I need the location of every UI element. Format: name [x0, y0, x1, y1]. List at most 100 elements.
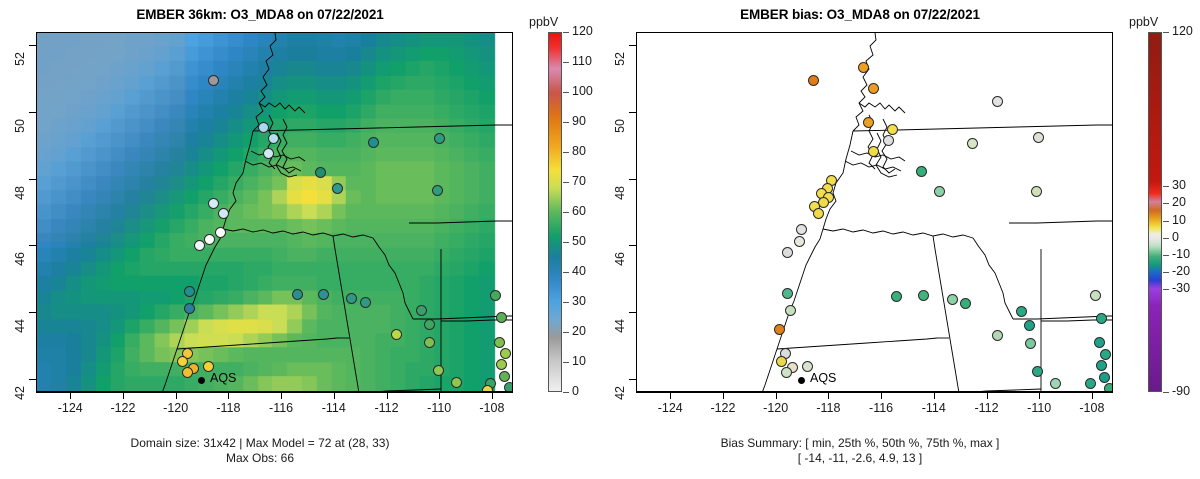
- x-tick-label: -116: [869, 401, 894, 415]
- caption-bias-line2: [ -14, -11, -2.6, 4.9, 13 ]: [797, 451, 923, 465]
- aqs-legend-label-bias: AQS: [810, 371, 837, 385]
- border-path: [409, 220, 512, 224]
- observation-marker: [423, 318, 435, 330]
- colorbar-tick: [1163, 392, 1169, 393]
- observation-marker: [812, 207, 824, 219]
- x-tick-label: -122: [110, 401, 136, 415]
- observation-marker: [1049, 377, 1061, 389]
- observation-marker: [773, 323, 785, 335]
- x-tick-label: -120: [763, 401, 789, 415]
- observation-marker: [499, 347, 511, 359]
- y-tick-label: 46: [613, 252, 627, 267]
- colorbar-tick: [1163, 237, 1169, 239]
- observation-marker: [886, 123, 898, 135]
- y-tick: [29, 312, 36, 313]
- border-path: [881, 118, 896, 174]
- observation-marker: [359, 296, 371, 308]
- border-path: [850, 150, 906, 162]
- observation-marker: [1098, 371, 1110, 383]
- observation-marker: [367, 136, 379, 148]
- observation-marker: [991, 329, 1003, 341]
- x-tick-label: -120: [163, 401, 189, 415]
- observation-marker: [314, 166, 326, 178]
- observation-marker: [495, 358, 507, 370]
- border-path: [332, 235, 352, 346]
- border-path: [222, 228, 374, 239]
- observation-marker: [202, 360, 214, 372]
- x-tick: [881, 392, 883, 399]
- y-tick-label: 48: [613, 185, 627, 200]
- border-path: [176, 337, 338, 350]
- x-tick-label: -124: [57, 401, 83, 415]
- observation-marker: [193, 239, 205, 251]
- observation-marker: [423, 336, 435, 348]
- map-plot-bias: AQS: [636, 32, 1113, 392]
- observation-marker: [262, 147, 274, 159]
- y-tick: [629, 178, 636, 180]
- observation-marker: [493, 336, 505, 348]
- x-tick: [175, 392, 177, 399]
- observation-marker: [181, 366, 193, 378]
- observation-marker: [781, 287, 793, 299]
- colorbar-tick-label: 10: [1172, 212, 1186, 227]
- observation-marker: [257, 121, 269, 133]
- colorbar-tick-label: 30: [572, 294, 586, 308]
- x-tick: [722, 392, 724, 399]
- colorbar-tick-label: 40: [572, 264, 586, 278]
- colorbar-tick: [563, 332, 569, 333]
- y-tick-label: 50: [13, 119, 27, 133]
- border-path: [250, 150, 306, 162]
- y-tick-label: 48: [13, 185, 27, 200]
- colorbar-tick-label: -10: [1172, 246, 1191, 261]
- colorbar-tick: [563, 212, 569, 213]
- observation-marker: [1031, 365, 1043, 377]
- x-tick: [333, 392, 335, 399]
- y-tick-label: 42: [613, 385, 627, 400]
- observation-marker: [207, 197, 219, 209]
- colorbar-tick-label: 120: [572, 24, 593, 38]
- observation-marker: [1023, 319, 1035, 331]
- border-path: [275, 132, 298, 178]
- border-path: [972, 237, 1014, 320]
- colorbar-tick: [563, 152, 569, 153]
- colorbar-tick-label: 60: [572, 204, 586, 218]
- observation-marker: [795, 223, 807, 235]
- colorbar-tick-label: 20: [1172, 195, 1186, 210]
- colorbar-tick: [1163, 272, 1169, 273]
- observation-marker: [867, 82, 879, 94]
- observation-marker: [176, 355, 188, 367]
- colorbar-tick: [1163, 254, 1169, 256]
- observation-marker: [862, 116, 874, 128]
- x-tick: [70, 392, 72, 399]
- observation-marker: [1032, 131, 1044, 143]
- observation-marker: [489, 289, 501, 301]
- x-tick-label: -108: [1079, 401, 1105, 415]
- colorbar-tick-label: -30: [1172, 281, 1191, 296]
- y-tick-label: 46: [13, 252, 27, 267]
- colorbar-tick: [563, 362, 569, 363]
- x-tick-label: -112: [974, 401, 999, 415]
- colorbar-tick: [1163, 32, 1169, 33]
- y-tick-label: 44: [13, 319, 27, 333]
- observation-marker: [345, 292, 357, 304]
- observation-marker: [433, 132, 445, 144]
- colorbar-tick-label: 0: [1172, 229, 1179, 244]
- x-tick: [386, 392, 388, 399]
- observation-marker: [1030, 185, 1042, 197]
- colorbar-tick: [1163, 203, 1169, 205]
- observation-marker: [1089, 289, 1101, 301]
- x-tick: [1091, 392, 1093, 399]
- observation-marker: [214, 226, 226, 238]
- observation-marker: [1024, 337, 1036, 349]
- x-tick-label: -108: [479, 401, 505, 415]
- y-tick-label: 44: [613, 319, 627, 333]
- observation-marker: [498, 370, 510, 382]
- observation-marker: [915, 165, 927, 177]
- x-axis-model: [36, 392, 513, 393]
- border-path: [252, 124, 512, 132]
- border-path: [858, 102, 906, 114]
- caption-bias-line1: Bias Summary: [ min, 25th %, 50th %, 75t…: [720, 436, 1000, 450]
- border-path: [252, 33, 277, 132]
- colorbar-tick-label: -20: [1172, 264, 1191, 278]
